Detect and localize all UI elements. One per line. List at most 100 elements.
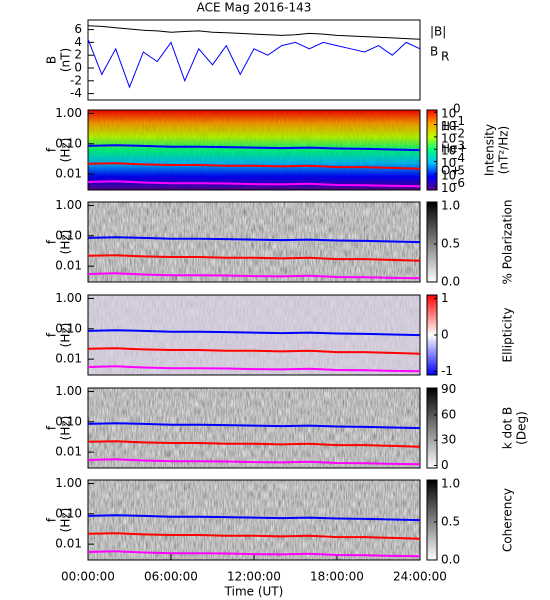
- series-line: [87, 162, 421, 170]
- legend-label: B: [430, 45, 438, 59]
- y-tick-label: 0.01: [55, 445, 82, 459]
- colorbar-tick-label: 30: [441, 433, 456, 447]
- y-tick-label: 0.01: [55, 537, 82, 551]
- series-line: [87, 440, 421, 448]
- colorbar-tick-exponent: -5: [453, 163, 465, 177]
- colorbar-label: Coherency: [501, 488, 515, 552]
- x-tick-label: 06:00:00: [144, 570, 198, 584]
- x-tick-label: 24:00:00: [393, 570, 447, 584]
- colorbar-tick-label: 0.5: [441, 236, 460, 250]
- colorbar-tick-exponent: -3: [453, 139, 465, 153]
- colorbar-label: (Deg): [515, 411, 529, 445]
- chart-title: ACE Mag 2016-143: [197, 1, 312, 15]
- y-axis-label: f: [45, 425, 59, 430]
- x-tick-label: 18:00:00: [310, 570, 364, 584]
- series-line: [87, 347, 421, 355]
- y-axis-label: (nT): [59, 48, 73, 72]
- y-tick-label: 1.00: [55, 106, 82, 120]
- y-tick-label: -2: [70, 73, 82, 87]
- y-tick-label: -4: [70, 86, 82, 100]
- y-tick-label: 1.00: [55, 384, 82, 398]
- y-tick-label: 0.10: [55, 136, 82, 150]
- y-tick-label: 0.10: [55, 228, 82, 242]
- y-tick-label: 1.00: [55, 198, 82, 212]
- series-line: [87, 39, 421, 89]
- legend-subscript: H+: [441, 120, 460, 134]
- colorbar-label: Ellipticity: [501, 308, 515, 363]
- y-axis-label: f: [45, 239, 59, 244]
- y-tick-label: 0: [74, 61, 82, 75]
- series-line: [87, 458, 421, 466]
- series-line: [87, 532, 421, 540]
- colorbar-tick-label: 10: [441, 131, 456, 145]
- colorbar: [426, 479, 438, 561]
- y-axis-label: (Hz): [59, 138, 73, 163]
- y-tick-label: 0.01: [55, 352, 82, 366]
- colorbar-tick-label: 0.0: [441, 553, 460, 567]
- y-axis-label: (Hz): [59, 508, 73, 533]
- legend-subscript: He+: [441, 142, 467, 156]
- y-tick-label: 0.01: [55, 259, 82, 273]
- series-line: [87, 329, 421, 337]
- y-tick-label: 1.00: [55, 476, 82, 490]
- colorbar-tick-exponent: -4: [453, 151, 465, 165]
- series-line: [87, 550, 421, 558]
- colorbar: [426, 109, 438, 191]
- y-axis-label: f: [45, 332, 59, 337]
- series-line: [87, 236, 421, 244]
- series-line: [87, 422, 421, 430]
- colorbar-tick-label: 10: [441, 168, 456, 182]
- y-tick-label: 0.10: [55, 414, 82, 428]
- y-tick-label: 6: [74, 22, 82, 36]
- colorbar-tick-label: -1: [441, 364, 453, 378]
- y-axis-label: (Hz): [59, 230, 73, 255]
- y-tick-label: 4: [74, 35, 82, 49]
- legend-subscript: O+: [441, 164, 461, 178]
- colorbar-tick-label: 0: [441, 328, 449, 342]
- x-tick-label: 00:00:00: [61, 570, 115, 584]
- colorbar-tick-exponent: 0: [453, 102, 461, 116]
- series-line: [87, 144, 421, 152]
- y-axis-label: f: [45, 517, 59, 522]
- series-line: [87, 272, 421, 280]
- colorbar-tick-label: 10: [441, 107, 456, 121]
- y-tick-label: 0.10: [55, 506, 82, 520]
- x-tick-label: 12:00:00: [227, 570, 281, 584]
- x-axis-label: Time (UT): [224, 585, 284, 599]
- colorbar-label: (nT²/Hz): [497, 126, 511, 174]
- y-axis-label: (Hz): [59, 323, 73, 348]
- y-axis-label: B: [45, 56, 59, 64]
- spectrogram-noise: [88, 388, 420, 468]
- series-line: [87, 25, 421, 40]
- spectrogram-noise: [88, 480, 420, 560]
- colorbar-tick-exponent: -6: [453, 176, 465, 190]
- colorbar-tick-label: 1: [441, 291, 449, 305]
- colorbar-tick-label: 1.0: [441, 476, 460, 490]
- colorbar-tick-exponent: -2: [453, 126, 465, 140]
- plot-frame: [87, 19, 421, 101]
- colorbar-tick-label: 90: [441, 382, 456, 396]
- colorbar-tick-label: 0.0: [441, 275, 460, 289]
- legend-label: |B|: [430, 25, 446, 39]
- colorbar-tick-label: 10: [441, 156, 456, 170]
- y-tick-label: 0.10: [55, 321, 82, 335]
- series-line: [87, 180, 421, 188]
- colorbar-label: % Polarization: [501, 200, 515, 285]
- colorbar-tick-label: 10: [441, 181, 456, 195]
- colorbar: [426, 387, 438, 469]
- series-line: [87, 514, 421, 522]
- y-tick-label: 1.00: [55, 291, 82, 305]
- spectrogram-noise: [88, 202, 420, 282]
- colorbar-tick-label: 0.5: [441, 514, 460, 528]
- colorbar-tick-label: 60: [441, 407, 456, 421]
- series-line: [87, 254, 421, 262]
- series-line: [87, 365, 421, 373]
- y-tick-label: 0.01: [55, 167, 82, 181]
- legend-subscript: R: [441, 50, 449, 64]
- colorbar-tick-label: 10: [441, 144, 456, 158]
- y-axis-label: f: [45, 147, 59, 152]
- colorbar-tick-label: 1.0: [441, 198, 460, 212]
- colorbar-label: k dot B: [501, 407, 515, 449]
- colorbar-label: Intensity: [483, 124, 497, 176]
